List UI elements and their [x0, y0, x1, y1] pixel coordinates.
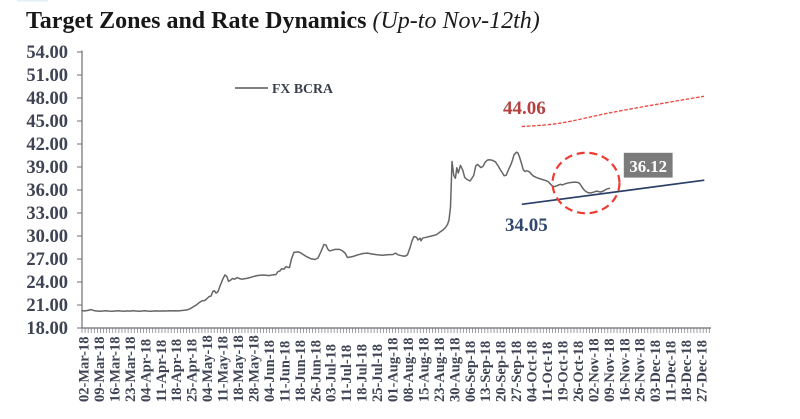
- svg-text:28-May-18: 28-May-18: [246, 335, 262, 402]
- svg-text:21.00: 21.00: [26, 296, 68, 316]
- svg-text:11-Apr-18: 11-Apr-18: [154, 340, 170, 402]
- svg-text:36.00: 36.00: [26, 181, 68, 201]
- svg-text:25-Apr-18: 25-Apr-18: [185, 339, 201, 402]
- svg-text:20-Sep-18: 20-Sep-18: [494, 341, 510, 402]
- svg-text:11-Oct-18: 11-Oct-18: [540, 342, 556, 402]
- svg-text:26-Oct-18: 26-Oct-18: [571, 341, 587, 402]
- svg-text:26-Nov-18: 26-Nov-18: [633, 338, 649, 402]
- svg-text:51.00: 51.00: [26, 66, 68, 86]
- svg-text:FX BCRA: FX BCRA: [272, 81, 333, 96]
- svg-text:16-Mar-18: 16-Mar-18: [107, 337, 123, 403]
- svg-text:01-Aug-18: 01-Aug-18: [386, 338, 402, 402]
- svg-text:25-Jul-18: 25-Jul-18: [370, 344, 386, 402]
- svg-text:19-Oct-18: 19-Oct-18: [555, 341, 571, 402]
- svg-text:11-May-18: 11-May-18: [216, 336, 232, 402]
- svg-text:39.00: 39.00: [26, 158, 68, 178]
- svg-text:18-Dec-18: 18-Dec-18: [679, 340, 695, 402]
- svg-text:Target Zones and Rate Dynamics: Target Zones and Rate Dynamics (Up-to No…: [26, 8, 540, 34]
- svg-text:04-Oct-18: 04-Oct-18: [525, 341, 541, 402]
- svg-text:26-Jun-18: 26-Jun-18: [308, 340, 324, 402]
- svg-text:33.00: 33.00: [26, 204, 68, 224]
- svg-text:23-Aug-18: 23-Aug-18: [432, 338, 448, 402]
- svg-text:54.00: 54.00: [26, 43, 68, 63]
- svg-text:18-May-18: 18-May-18: [231, 335, 247, 402]
- svg-text:30-Aug-18: 30-Aug-18: [447, 338, 463, 402]
- svg-text:34.05: 34.05: [505, 215, 548, 236]
- svg-text:45.00: 45.00: [26, 112, 68, 132]
- svg-text:18-Apr-18: 18-Apr-18: [169, 339, 185, 402]
- svg-text:11-Jul-18: 11-Jul-18: [339, 345, 355, 402]
- svg-text:08-Aug-18: 08-Aug-18: [401, 338, 417, 402]
- svg-text:24.00: 24.00: [26, 273, 68, 293]
- svg-text:09-Nov-18: 09-Nov-18: [602, 338, 618, 402]
- svg-text:18-Jun-18: 18-Jun-18: [293, 340, 309, 402]
- svg-text:15-Aug-18: 15-Aug-18: [416, 338, 432, 402]
- svg-text:09-Mar-18: 09-Mar-18: [92, 337, 108, 403]
- svg-text:27-Sep-18: 27-Sep-18: [509, 341, 525, 402]
- svg-text:04-Jun-18: 04-Jun-18: [262, 340, 278, 402]
- svg-text:02-Nov-18: 02-Nov-18: [586, 338, 602, 402]
- svg-text:11-Jun-18: 11-Jun-18: [277, 341, 293, 402]
- svg-text:27.00: 27.00: [26, 250, 68, 270]
- svg-text:04-Apr-18: 04-Apr-18: [138, 339, 154, 402]
- svg-text:04-May-18: 04-May-18: [200, 335, 216, 402]
- svg-text:18.00: 18.00: [26, 319, 68, 339]
- svg-text:42.00: 42.00: [26, 135, 68, 155]
- svg-text:03-Dec-18: 03-Dec-18: [648, 340, 664, 402]
- svg-text:27-Dec-18: 27-Dec-18: [695, 340, 711, 402]
- svg-text:13-Sep-18: 13-Sep-18: [478, 341, 494, 402]
- svg-text:30.00: 30.00: [26, 227, 68, 247]
- svg-text:18-Jul-18: 18-Jul-18: [355, 344, 371, 402]
- svg-text:16-Nov-18: 16-Nov-18: [617, 338, 633, 402]
- svg-text:06-Sep-18: 06-Sep-18: [463, 341, 479, 402]
- svg-text:44.06: 44.06: [503, 98, 546, 119]
- svg-text:02-Mar-18: 02-Mar-18: [77, 337, 93, 403]
- svg-text:11-Dec-18: 11-Dec-18: [664, 341, 680, 402]
- svg-text:48.00: 48.00: [26, 89, 68, 109]
- svg-text:36.12: 36.12: [629, 157, 667, 176]
- svg-text:23-Mar-18: 23-Mar-18: [123, 337, 139, 403]
- svg-text:03-Jul-18: 03-Jul-18: [324, 344, 340, 402]
